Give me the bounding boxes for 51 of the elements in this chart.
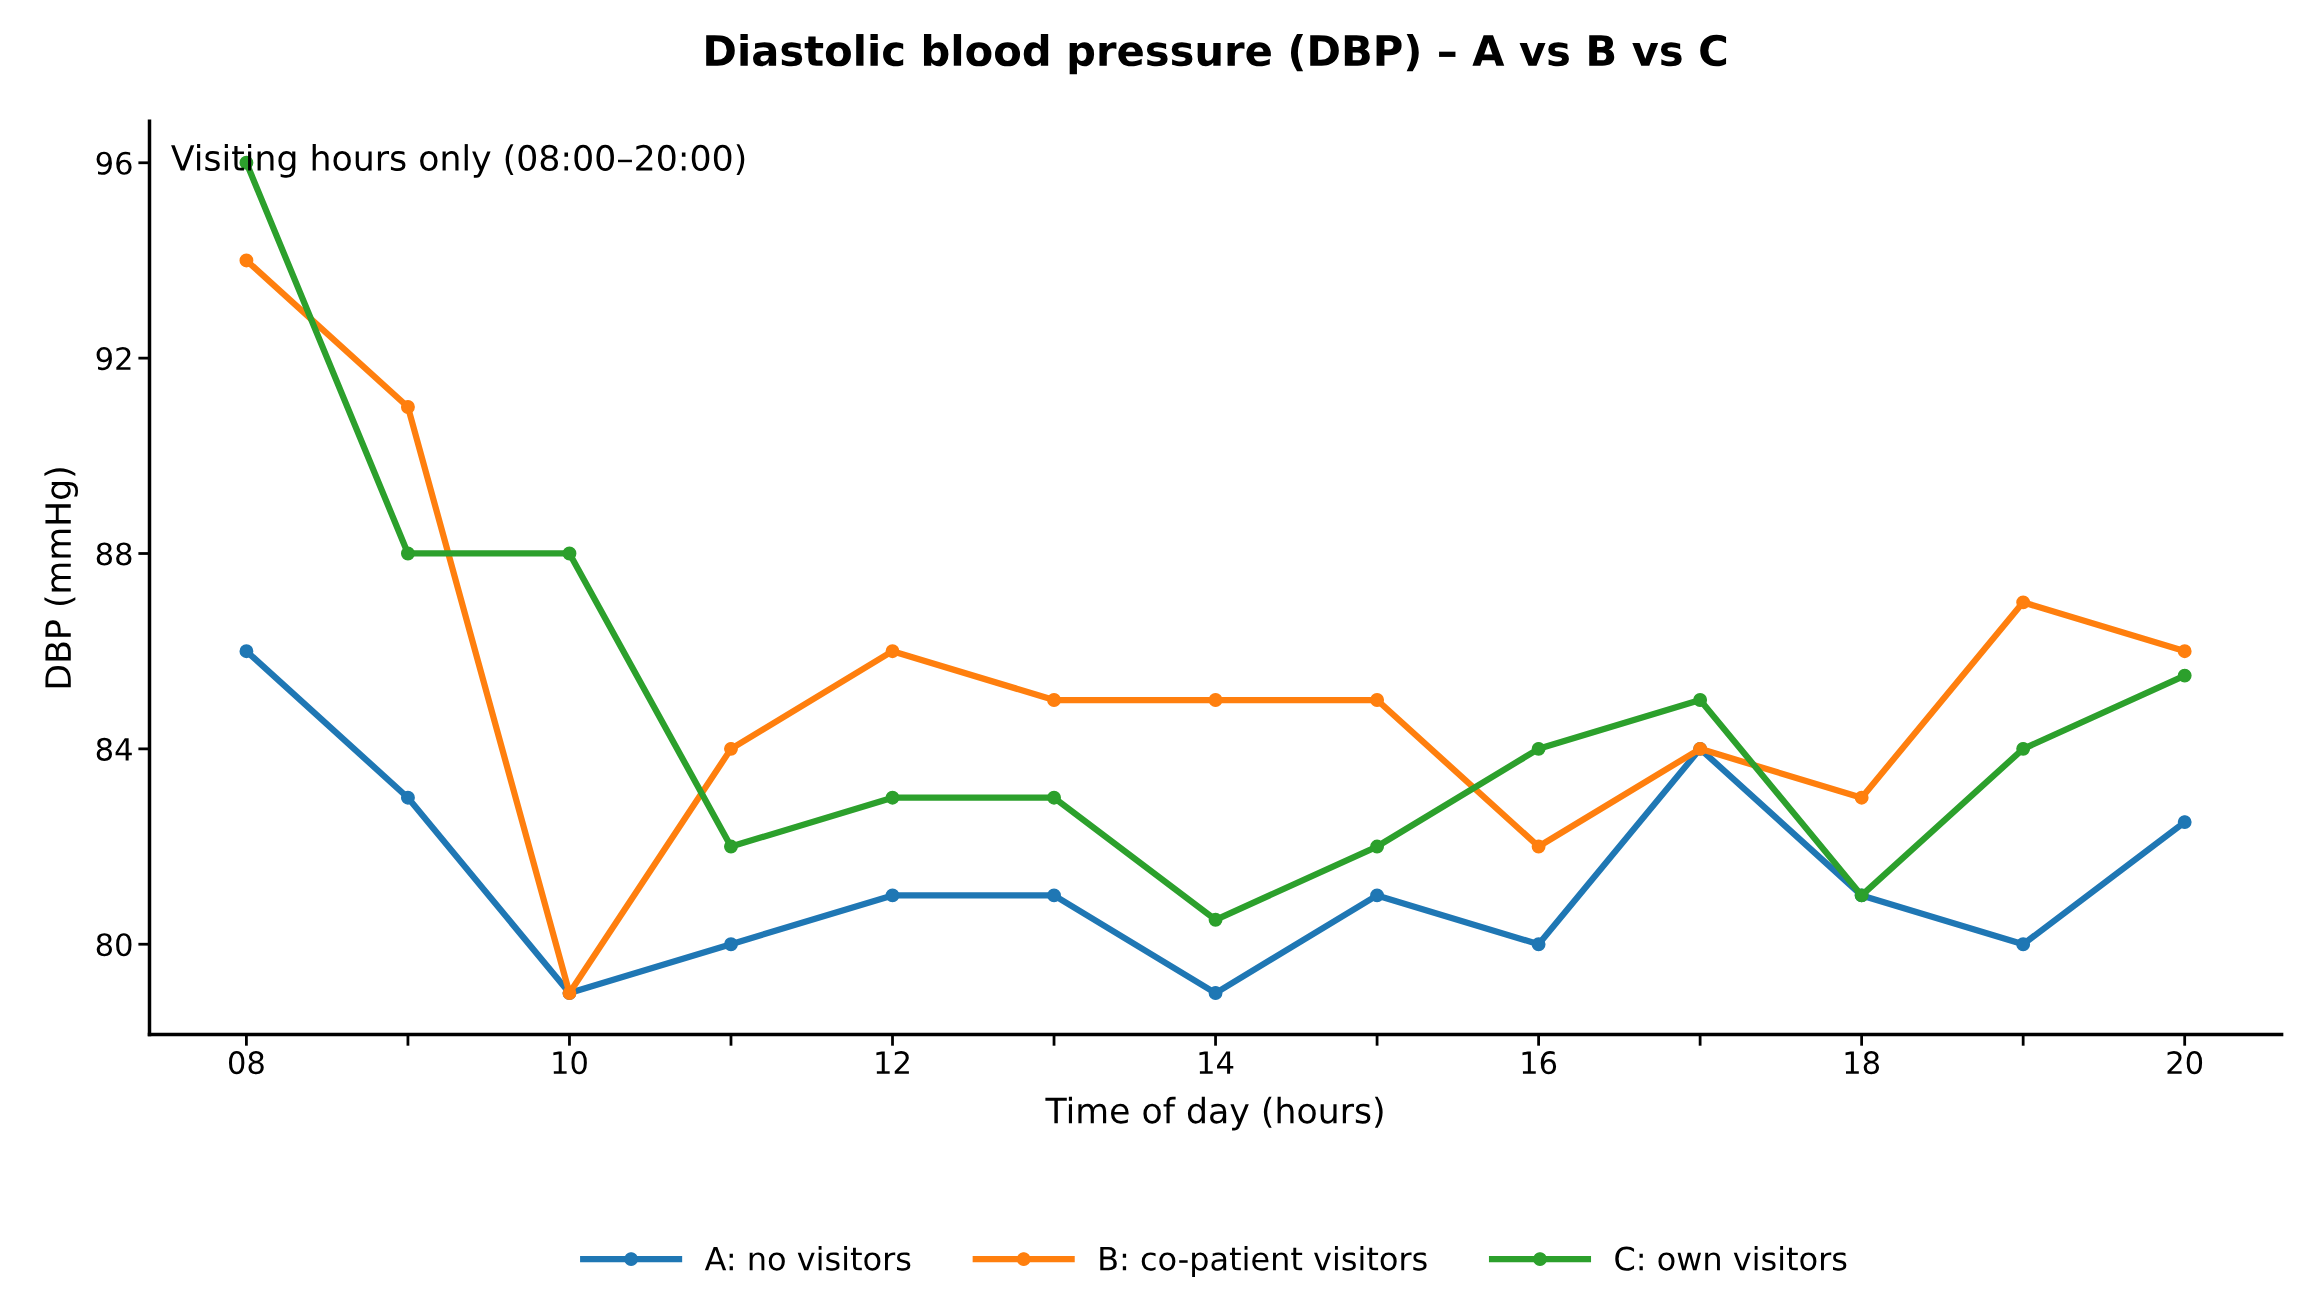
point <box>885 644 900 659</box>
point <box>400 400 415 414</box>
x-axis-title: Time of day (hours) <box>1045 1096 1383 1131</box>
point <box>562 546 577 561</box>
y-tick-label: 84 <box>96 737 132 761</box>
point <box>2016 937 2031 952</box>
point <box>400 790 415 805</box>
y-tick-label: 92 <box>96 347 131 371</box>
point <box>239 253 254 268</box>
x-tick-label: 10 <box>553 1051 587 1075</box>
point <box>1370 693 1385 707</box>
x-tick-label: 18 <box>1845 1051 1879 1075</box>
point <box>1208 693 1223 707</box>
point <box>724 937 738 952</box>
point <box>885 790 900 805</box>
x-tick-label: 12 <box>876 1051 909 1074</box>
x-tick-label: 14 <box>1199 1051 1234 1074</box>
legend-label: B: co-patient visitors <box>1100 1245 1427 1277</box>
point <box>1531 741 1546 756</box>
point <box>1693 693 1708 707</box>
x-tick-label: 08 <box>228 1051 264 1075</box>
point <box>1531 839 1546 854</box>
point <box>2016 595 2031 610</box>
annotation: Visiting hours only (08:00–20:00) <box>171 144 745 178</box>
x-tick-label: 16 <box>1522 1051 1557 1075</box>
point <box>1370 888 1385 903</box>
point <box>1370 839 1385 854</box>
point <box>1854 790 1869 805</box>
point <box>1047 693 1061 707</box>
point <box>2177 815 2192 830</box>
point <box>724 741 738 756</box>
point <box>885 888 900 903</box>
y-tick-label: 80 <box>96 933 132 957</box>
point <box>1208 912 1223 927</box>
y-tick-label: 96 <box>96 151 132 175</box>
point <box>1531 937 1546 952</box>
point <box>239 644 254 659</box>
point <box>2177 644 2192 659</box>
y-tick-label: 88 <box>96 542 132 566</box>
point <box>2016 741 2031 756</box>
point <box>724 839 738 854</box>
chart-title: Diastolic blood pressure (DBP) – A vs B vs C <box>706 34 1727 75</box>
legend-label: A: no visitors <box>704 1245 911 1271</box>
point <box>1208 986 1223 1001</box>
point <box>400 546 415 561</box>
y-axis-title: DBP (mmHg) <box>44 468 78 688</box>
point <box>1047 790 1061 805</box>
legend-label: C: own visitors <box>1615 1245 1847 1271</box>
point <box>1047 888 1061 903</box>
x-tick-label: 20 <box>2167 1051 2203 1075</box>
point <box>2177 668 2192 683</box>
